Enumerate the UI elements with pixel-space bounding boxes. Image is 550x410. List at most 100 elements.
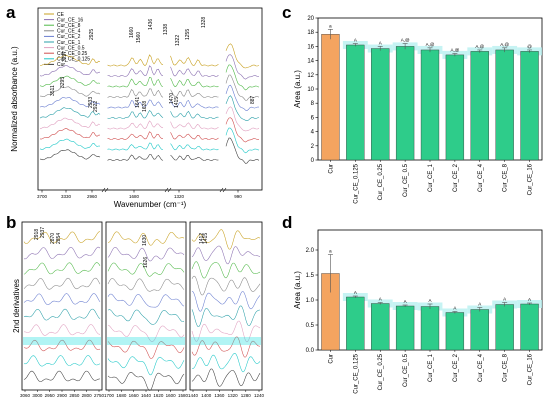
axis-break-mark bbox=[164, 187, 169, 193]
x-tick-label: Cur_CE_2 bbox=[453, 163, 459, 192]
y-axis-title: Normalized absorbance (a.u.) bbox=[10, 46, 19, 152]
highlight-band bbox=[23, 337, 101, 345]
bar-cur-ce-0-5 bbox=[395, 46, 415, 161]
derivative-line bbox=[191, 320, 261, 343]
y-tick-label: 8 bbox=[311, 101, 315, 107]
y-tick-label: 10 bbox=[307, 87, 314, 93]
y-axis-title: 2nd derivatives bbox=[12, 279, 21, 333]
y-tick-label: 1.5 bbox=[306, 273, 315, 279]
x-tick-label: 2960 bbox=[87, 194, 98, 199]
peak-label: 2933 bbox=[88, 97, 94, 108]
x-tick-label: 1620 bbox=[153, 393, 164, 398]
x-tick-label: 2800 bbox=[82, 393, 93, 398]
bar-cur-ce-0-25 bbox=[371, 303, 390, 351]
spectrum-line bbox=[39, 127, 260, 154]
derivative-line bbox=[107, 372, 185, 391]
peak-label: 2925 bbox=[89, 29, 95, 40]
bar-cur bbox=[321, 34, 340, 161]
significance-label: a bbox=[329, 23, 332, 28]
x-tick-label: 1600 bbox=[166, 393, 177, 398]
axis-break-mark bbox=[222, 187, 227, 193]
significance-label: A bbox=[453, 306, 456, 311]
legend-label: Cur_CE_16 bbox=[57, 17, 83, 23]
derivative-line bbox=[23, 339, 101, 352]
peak-label: 1415 bbox=[203, 233, 209, 244]
y-tick-label: 0.0 bbox=[306, 348, 315, 354]
peak-label: 1660 bbox=[129, 27, 135, 38]
significance-label: @ bbox=[527, 44, 532, 49]
derivative-line bbox=[107, 262, 185, 277]
axis-break-mark bbox=[101, 187, 106, 193]
legend-label: Cur bbox=[57, 62, 65, 68]
panel-d-bar-chart: 0.0 0.5 1.0 1.5 2.0 Area (a.u.) a Cur A Cur_CE_0.… bbox=[293, 229, 543, 394]
peak-label: 1436 bbox=[148, 19, 154, 30]
y-tick-label: 6 bbox=[311, 115, 315, 121]
x-tick-label: 1680 bbox=[116, 393, 127, 398]
x-tick-label: Cur_CE_0.5 bbox=[403, 163, 409, 197]
derivative-line bbox=[107, 278, 185, 292]
significance-label: A bbox=[354, 38, 357, 43]
highlight-band bbox=[191, 337, 261, 345]
peak-label: 1255 bbox=[185, 29, 191, 40]
x-tick-label: 1660 bbox=[129, 393, 140, 398]
derivative-line bbox=[191, 245, 261, 265]
y-tick-label: 4 bbox=[311, 130, 315, 136]
spectrum-line bbox=[39, 54, 260, 80]
legend-label: CE bbox=[57, 12, 65, 18]
x-tick-label: Cur_CE_1 bbox=[428, 163, 434, 192]
peak-label: 1322 bbox=[175, 35, 181, 46]
x-tick-label: Cur_CE_0.25 bbox=[378, 353, 384, 390]
derivative-line bbox=[23, 293, 101, 305]
panel-c-bar-chart: 0 2 4 6 8 10 12 14 16 18 20 Area (a.u.) a Cur A Cur_CE_… bbox=[293, 16, 543, 204]
x-tick-label: 1320 bbox=[228, 393, 239, 398]
derivative-line bbox=[23, 355, 101, 367]
derivative-line bbox=[191, 353, 261, 373]
legend-label: Cur_CE_2 bbox=[57, 34, 81, 40]
legend-label: Cur_CE_8 bbox=[57, 23, 81, 29]
legend-label: Cur_CE_4 bbox=[57, 29, 81, 35]
significance-label: A bbox=[528, 297, 531, 302]
bar-cur-ce-8 bbox=[495, 304, 514, 351]
peak-label: 3297 bbox=[62, 51, 68, 62]
axis-break-mark bbox=[219, 187, 224, 193]
derivative-line bbox=[23, 324, 101, 336]
y-tick-label: 18 bbox=[307, 30, 314, 36]
bar-cur-ce-0-5 bbox=[395, 305, 415, 351]
spectrum-line bbox=[39, 106, 260, 132]
panel-letter-c: c bbox=[282, 3, 291, 22]
x-tick-label: 1700 bbox=[104, 393, 115, 398]
derivative-line bbox=[191, 336, 261, 358]
subplot-frame bbox=[21, 221, 103, 391]
x-tick-label: Cur_CE_8 bbox=[503, 163, 509, 192]
bar-cur-ce-2 bbox=[445, 312, 465, 351]
peak-label: 2922 bbox=[93, 101, 99, 112]
bar-cur-ce-0-125 bbox=[346, 296, 365, 351]
peak-label: 887 bbox=[250, 95, 256, 104]
x-tick-label: Cur_CE_4 bbox=[478, 353, 484, 382]
significance-label: A bbox=[379, 40, 382, 45]
spectrum-line bbox=[39, 64, 260, 91]
spectrum-line bbox=[39, 117, 260, 143]
legend-label: Cur_CE_0.125 bbox=[57, 57, 90, 63]
peak-label: 1560 bbox=[136, 32, 142, 43]
bar-cur-ce-2 bbox=[445, 54, 465, 161]
bar-cur-ce-8 bbox=[495, 49, 514, 161]
panel-letter-b: b bbox=[6, 213, 16, 232]
y-tick-label: 16 bbox=[307, 44, 314, 50]
bar-cur-ce-16 bbox=[520, 303, 539, 351]
derivative-line bbox=[23, 370, 101, 382]
subplot-frame bbox=[189, 221, 263, 391]
significance-label: A bbox=[478, 302, 481, 307]
peak-label: 1626 bbox=[143, 257, 149, 268]
peak-label: 1328 bbox=[201, 17, 207, 28]
peak-label: 1338 bbox=[163, 24, 169, 35]
bar-cur-ce-1 bbox=[420, 49, 440, 161]
peak-label: 1641 bbox=[135, 97, 141, 108]
significance-label: A,@ bbox=[426, 42, 435, 47]
x-tick-label: 1640 bbox=[141, 393, 152, 398]
x-tick-label: 1280 bbox=[241, 393, 252, 398]
significance-label: A,@ bbox=[500, 42, 509, 47]
bar-cur-ce-4 bbox=[470, 51, 489, 161]
